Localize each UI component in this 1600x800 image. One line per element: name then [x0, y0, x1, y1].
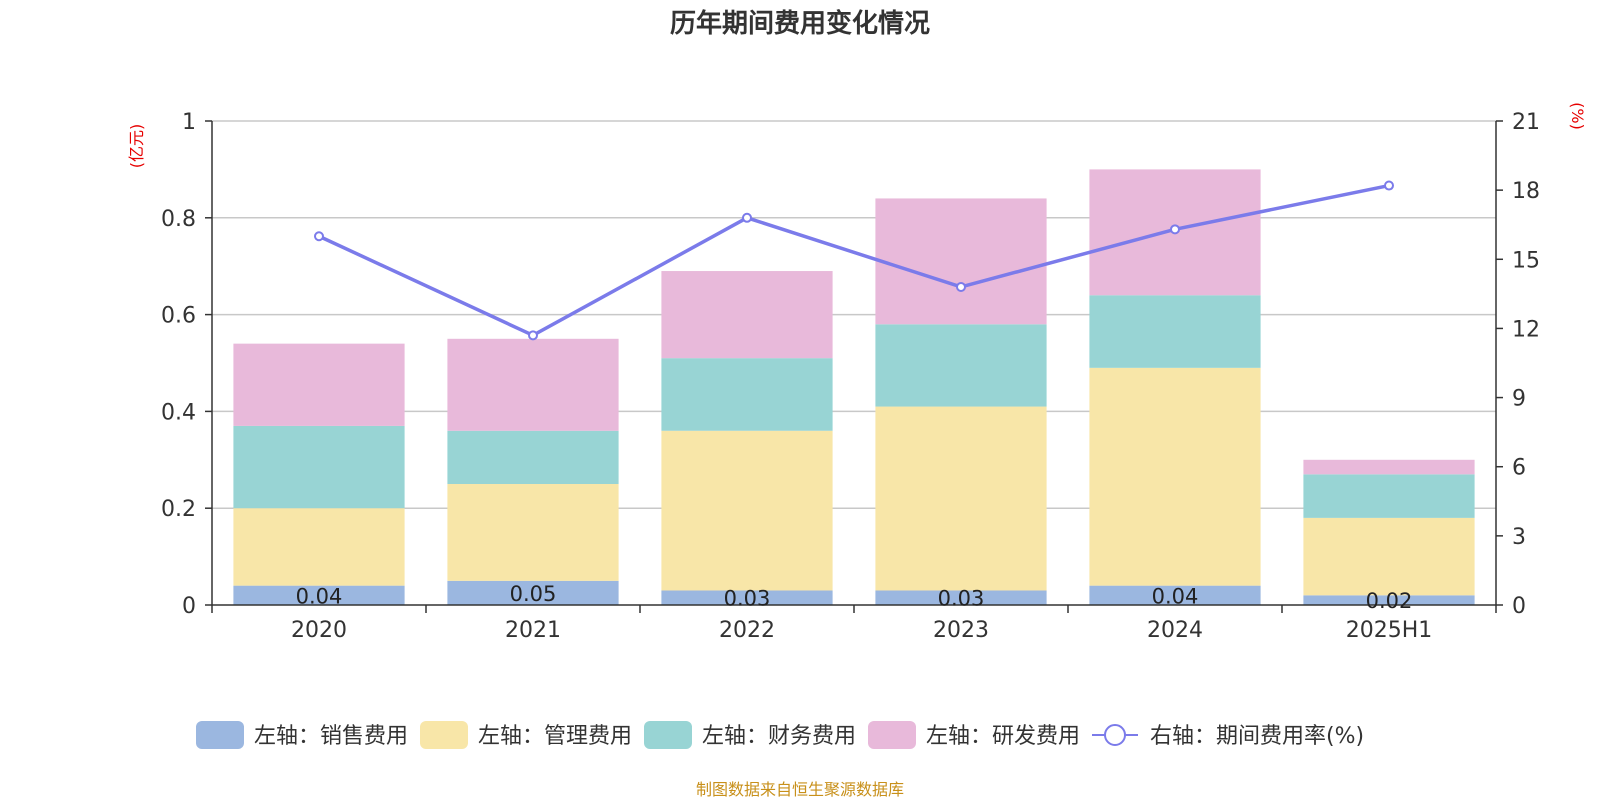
data-label: 0.05 — [510, 582, 557, 606]
bar-series — [233, 169, 1475, 605]
data-label: 0.04 — [296, 584, 343, 608]
legend[interactable]: 左轴：销售费用 左轴：管理费用 左轴：财务费用 左轴：研发费用 右轴：期间费用率(%) — [196, 721, 1364, 749]
bar-segment — [1303, 474, 1475, 518]
left-axis-tick-label: 0.6 — [161, 304, 196, 329]
legend-swatch-marker — [1104, 724, 1126, 746]
legend-label: 右轴：期间费用率(%) — [1150, 724, 1364, 749]
legend-label: 左轴：财务费用 — [702, 724, 856, 749]
legend-swatch — [196, 721, 244, 749]
bar-segment — [1089, 585, 1261, 605]
data-labels: 0.04 0.05 0.03 0.03 0.04 0.02 — [296, 582, 1413, 613]
gridlines — [212, 120, 1496, 509]
left-axis-tick-label: 0 — [182, 594, 196, 619]
x-axis-tick-label: 2020 — [291, 618, 347, 643]
right-axis-tick-label: 21 — [1512, 110, 1540, 135]
legend-label: 左轴：销售费用 — [254, 724, 408, 749]
bar-segment — [1303, 517, 1475, 596]
bar-segment — [1303, 595, 1475, 605]
chart-title: 历年期间费用变化情况 — [670, 8, 930, 39]
bar-segment — [233, 343, 405, 426]
left-axis-tick-label: 0.2 — [161, 497, 196, 522]
data-label: 0.02 — [1366, 589, 1413, 613]
rate-point — [528, 330, 538, 341]
data-label: 0.03 — [938, 587, 985, 611]
left-axis-tick-label: 0.8 — [161, 207, 196, 232]
x-axis-tick-label: 2021 — [505, 618, 561, 643]
x-axis-tick-label: 2023 — [933, 618, 989, 643]
bar-segment — [661, 271, 833, 359]
right-axis-tick-label: 3 — [1512, 525, 1526, 550]
legend-label: 左轴：研发费用 — [926, 724, 1080, 749]
bar-segment — [875, 590, 1047, 605]
rate-point — [742, 212, 752, 223]
line-series — [314, 180, 1394, 341]
left-axis-tick-label: 1 — [182, 110, 196, 135]
right-axis-tick-label: 12 — [1512, 317, 1540, 342]
rate-point — [314, 231, 324, 242]
bar-segment — [875, 406, 1047, 591]
right-axis-tick-label: 6 — [1512, 456, 1526, 481]
legend-swatch — [420, 721, 468, 749]
data-label: 0.03 — [724, 587, 771, 611]
x-axis-tick-label: 2025H1 — [1346, 618, 1433, 643]
bar-segment — [875, 324, 1047, 407]
bar-segment — [447, 580, 619, 605]
bar-segment — [661, 358, 833, 431]
data-label: 0.04 — [1152, 584, 1199, 608]
bar-segment — [447, 430, 619, 484]
bar-segment — [1089, 295, 1261, 368]
legend-label: 左轴：管理费用 — [478, 724, 632, 749]
right-axis-tick-label: 15 — [1512, 248, 1540, 273]
source-note: 制图数据来自恒生聚源数据库 — [696, 780, 904, 799]
bar-segment — [233, 508, 405, 586]
right-axis-unit: (%) — [1568, 102, 1587, 130]
bar-segment — [1303, 459, 1475, 475]
right-axis-tick-label: 9 — [1512, 387, 1526, 412]
bar-segment — [661, 590, 833, 605]
bar-segment — [233, 425, 405, 509]
bar-segment — [447, 484, 619, 581]
x-axis-tick-label: 2024 — [1147, 618, 1203, 643]
right-axis-tick-label: 18 — [1512, 179, 1540, 204]
legend-swatch — [644, 721, 692, 749]
rate-point — [1170, 224, 1180, 235]
x-axis-tick-label: 2022 — [719, 618, 775, 643]
axes: 0 0.2 0.4 0.6 0.8 1 0 3 6 9 12 15 18 21 2020 2021 2022 20… — [161, 110, 1540, 643]
left-axis-unit: (亿元) — [127, 124, 146, 169]
left-axis-tick-label: 0.4 — [161, 400, 196, 425]
bar-segment — [447, 338, 619, 431]
rate-line — [318, 183, 1390, 338]
right-axis-tick-label: 0 — [1512, 594, 1526, 619]
bar-segment — [661, 430, 833, 591]
rate-point — [1384, 180, 1394, 191]
bar-segment — [875, 198, 1047, 325]
bar-segment — [233, 585, 405, 605]
bar-segment — [1089, 367, 1261, 586]
rate-point — [956, 281, 966, 292]
legend-swatch — [868, 721, 916, 749]
